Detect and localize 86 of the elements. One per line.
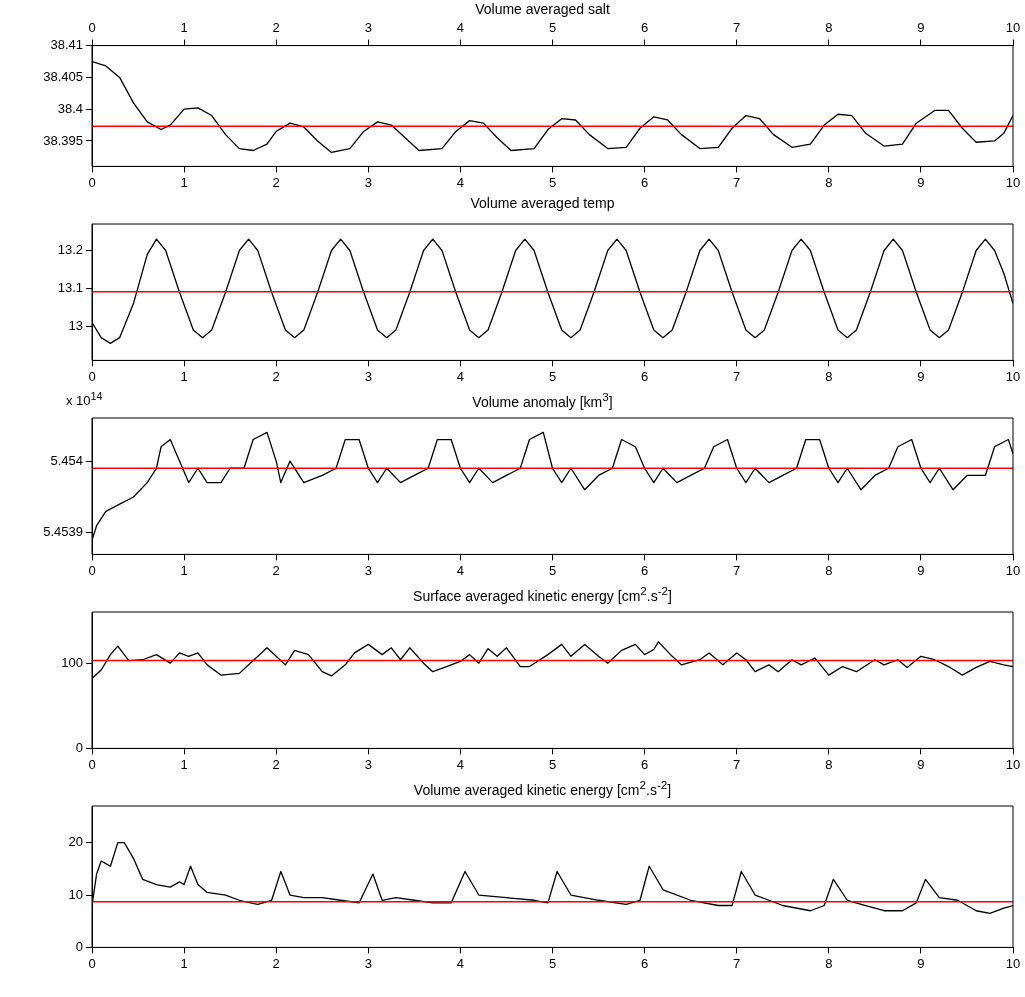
y-tick-label: 13.1	[57, 279, 83, 295]
y-tick-label: 20	[68, 834, 83, 850]
x-tick-label: 7	[733, 368, 741, 384]
y-tick-label: 0	[75, 739, 83, 755]
x-tick-label: 1	[180, 955, 188, 971]
x-tick-label: 4	[456, 955, 465, 971]
x-tick-label: 1	[180, 368, 188, 384]
x-tick-label: 7	[733, 756, 741, 772]
chart-title: Volume anomaly [km$^{3}$]	[472, 390, 613, 410]
x2-tick-label: 7	[733, 20, 741, 36]
x-tick-label: 8	[825, 562, 833, 578]
x-tick-label: 7	[733, 562, 741, 578]
x-tick-label: 8	[825, 955, 833, 971]
x-tick-label: 8	[825, 756, 833, 772]
x-tick-label: 9	[917, 562, 925, 578]
chart-title: Volume averaged temp	[469, 194, 616, 212]
x-tick-label: 2	[272, 562, 280, 578]
y-tick-label: 13.2	[57, 242, 83, 258]
x-tick-label: 3	[364, 756, 372, 772]
x-tick-label: 8	[825, 174, 833, 190]
y-tick-label: 38.405	[43, 68, 83, 84]
x-tick-label: 6	[640, 368, 649, 384]
y-tick-label: 5.4539	[43, 524, 83, 540]
x-tick-label: 1	[180, 562, 188, 578]
x-tick-label: 10	[1005, 756, 1021, 772]
x-tick-label: 6	[640, 756, 649, 772]
x-tick-label: 10	[1005, 562, 1021, 578]
y-tick-label: 5.454	[50, 452, 83, 468]
x-tick-label: 9	[917, 756, 925, 772]
x-tick-label: 10	[1005, 955, 1021, 971]
x-tick-label: 1	[180, 756, 188, 772]
x-tick-label: 2	[272, 955, 280, 971]
y-tick-label: 13	[68, 317, 83, 333]
x2-tick-label: 6	[640, 20, 649, 36]
y-tick-label: 38.41	[50, 37, 83, 53]
x-tick-label: 8	[825, 368, 833, 384]
x-tick-label: 9	[917, 174, 925, 190]
x-tick-label: 4	[456, 562, 465, 578]
x-tick-label: 9	[917, 955, 925, 971]
x-tick-label: 3	[364, 955, 372, 971]
y-tick-label: 38.395	[43, 132, 83, 148]
x2-tick-label: 9	[917, 20, 925, 36]
x2-tick-label: 8	[825, 20, 833, 36]
chart-title: Surface averaged kinetic energy [cm$^{2}$.s$^{-2}$]	[412, 583, 673, 604]
x-tick-label: 5	[548, 955, 557, 971]
x-tick-label: 6	[640, 174, 649, 190]
y-tick-label: 100	[61, 654, 83, 670]
x2-tick-label: 3	[364, 20, 372, 36]
x-tick-label: 2	[272, 756, 280, 772]
x-tick-label: 7	[733, 955, 741, 971]
chart-title: Volume averaged salt	[474, 0, 611, 18]
y-tick-label: 38.4	[57, 100, 83, 116]
y-tick-label: 0	[75, 938, 83, 954]
x-tick-label: 4	[456, 174, 465, 190]
x-tick-label: 6	[640, 562, 649, 578]
x-tick-label: 0	[88, 756, 96, 772]
text: x 10$^{14}$	[66, 390, 103, 409]
x-tick-label: 5	[548, 368, 557, 384]
x-tick-label: 6	[640, 955, 649, 971]
x2-tick-label: 0	[88, 20, 96, 36]
x-tick-label: 2	[272, 174, 280, 190]
x-tick-label: 1	[180, 174, 188, 190]
chart-title: Volume averaged kinetic energy [cm$^{2}$.s$^{-2}$]	[412, 777, 673, 798]
x-tick-label: 0	[88, 174, 96, 190]
y-tick-label: 10	[68, 886, 83, 902]
x-tick-label: 10	[1005, 174, 1021, 190]
x-tick-label: 4	[456, 756, 465, 772]
x-tick-label: 0	[88, 368, 96, 384]
x2-tick-label: 10	[1005, 20, 1021, 36]
x-tick-label: 5	[548, 174, 557, 190]
x2-tick-label: 2	[272, 20, 280, 36]
x-tick-label: 5	[548, 756, 557, 772]
x-tick-label: 3	[364, 562, 372, 578]
x2-tick-label: 1	[180, 20, 188, 36]
x-tick-label: 2	[272, 368, 280, 384]
x-tick-label: 3	[364, 368, 372, 384]
x2-tick-label: 4	[456, 20, 465, 36]
x-tick-label: 5	[548, 562, 557, 578]
x-tick-label: 7	[733, 174, 741, 190]
x-tick-label: 0	[88, 955, 96, 971]
x-tick-label: 9	[917, 368, 925, 384]
x-tick-label: 3	[364, 174, 372, 190]
x-tick-label: 10	[1005, 368, 1021, 384]
x2-tick-label: 5	[548, 20, 557, 36]
x-tick-label: 0	[88, 562, 96, 578]
x-tick-label: 4	[456, 368, 465, 384]
